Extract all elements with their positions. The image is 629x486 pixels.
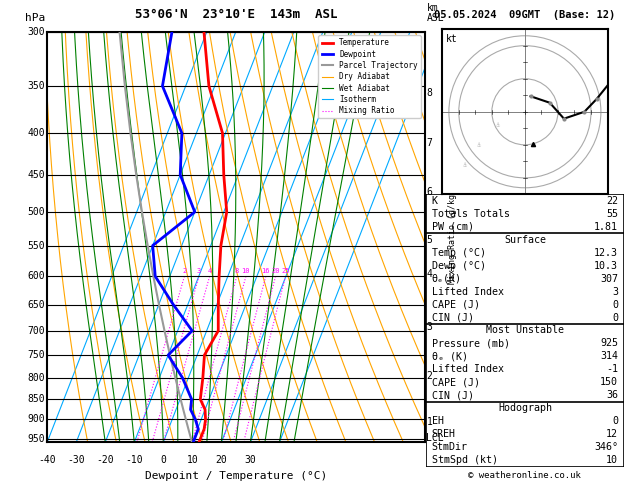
Text: K: K xyxy=(431,196,438,206)
Text: 12.3: 12.3 xyxy=(594,248,618,258)
Text: 4: 4 xyxy=(208,268,212,274)
Text: 6: 6 xyxy=(426,187,432,197)
Text: 3: 3 xyxy=(197,268,201,274)
Text: 550: 550 xyxy=(28,241,45,251)
Text: EH: EH xyxy=(431,416,444,426)
Text: 5: 5 xyxy=(426,235,432,245)
Text: Pressure (mb): Pressure (mb) xyxy=(431,338,509,348)
Text: CAPE (J): CAPE (J) xyxy=(431,377,480,387)
Text: -20: -20 xyxy=(96,454,114,465)
Text: Mixing Ratio (g/kg): Mixing Ratio (g/kg) xyxy=(448,190,457,284)
Text: 650: 650 xyxy=(28,299,45,310)
Text: 950: 950 xyxy=(28,434,45,444)
Text: 750: 750 xyxy=(28,350,45,360)
Text: 10: 10 xyxy=(242,268,250,274)
Text: 600: 600 xyxy=(28,271,45,281)
Text: hPa: hPa xyxy=(25,14,45,23)
Text: 350: 350 xyxy=(28,81,45,91)
Text: 900: 900 xyxy=(28,415,45,424)
Text: CAPE (J): CAPE (J) xyxy=(431,299,480,310)
Text: 16: 16 xyxy=(262,268,270,274)
Text: -30: -30 xyxy=(67,454,85,465)
Text: 05.05.2024  09GMT  (Base: 12): 05.05.2024 09GMT (Base: 12) xyxy=(434,10,616,20)
Text: CIN (J): CIN (J) xyxy=(431,390,474,400)
Text: SREH: SREH xyxy=(431,429,456,439)
Text: 10: 10 xyxy=(606,455,618,465)
Text: 7: 7 xyxy=(426,138,432,148)
Text: 4: 4 xyxy=(426,269,432,279)
Text: 0: 0 xyxy=(612,299,618,310)
Text: 10: 10 xyxy=(186,454,198,465)
Text: Dewpoint / Temperature (°C): Dewpoint / Temperature (°C) xyxy=(145,471,327,481)
Text: 8: 8 xyxy=(426,88,432,98)
Text: © weatheronline.co.uk: © weatheronline.co.uk xyxy=(469,471,581,480)
Legend: Temperature, Dewpoint, Parcel Trajectory, Dry Adiabat, Wet Adiabat, Isotherm, Mi: Temperature, Dewpoint, Parcel Trajectory… xyxy=(318,35,421,118)
Text: 55: 55 xyxy=(606,209,618,219)
Text: StmDir: StmDir xyxy=(431,442,468,452)
Text: Lifted Index: Lifted Index xyxy=(431,287,504,296)
Text: 8: 8 xyxy=(235,268,239,274)
Text: PW (cm): PW (cm) xyxy=(431,222,474,232)
Text: 3: 3 xyxy=(426,322,432,332)
Text: -1: -1 xyxy=(606,364,618,374)
Text: 3: 3 xyxy=(612,287,618,296)
Text: 314: 314 xyxy=(600,351,618,362)
Text: 20: 20 xyxy=(271,268,280,274)
Text: 1: 1 xyxy=(426,417,432,427)
Text: 307: 307 xyxy=(600,274,618,284)
Text: -40: -40 xyxy=(38,454,56,465)
Text: 12: 12 xyxy=(606,429,618,439)
Text: 36: 36 xyxy=(606,390,618,400)
Text: Dewp (°C): Dewp (°C) xyxy=(431,260,486,271)
Text: 30: 30 xyxy=(245,454,256,465)
Text: 850: 850 xyxy=(28,394,45,404)
Text: 500: 500 xyxy=(28,207,45,217)
Text: Totals Totals: Totals Totals xyxy=(431,209,509,219)
Text: Hodograph: Hodograph xyxy=(498,403,552,413)
Text: 925: 925 xyxy=(600,338,618,348)
Text: Lifted Index: Lifted Index xyxy=(431,364,504,374)
Text: 10.3: 10.3 xyxy=(594,260,618,271)
Text: 300: 300 xyxy=(28,27,45,36)
Text: 400: 400 xyxy=(28,128,45,138)
Text: km
ASL: km ASL xyxy=(426,3,444,23)
Text: 0: 0 xyxy=(612,312,618,323)
Text: Most Unstable: Most Unstable xyxy=(486,326,564,335)
Text: 22: 22 xyxy=(606,196,618,206)
Text: -10: -10 xyxy=(125,454,143,465)
Text: 53°06'N  23°10'E  143m  ASL: 53°06'N 23°10'E 143m ASL xyxy=(135,8,337,21)
Text: 150: 150 xyxy=(600,377,618,387)
Text: ⚓: ⚓ xyxy=(496,122,501,128)
Text: 2: 2 xyxy=(426,371,432,381)
Text: θₑ(K): θₑ(K) xyxy=(431,274,462,284)
Text: 800: 800 xyxy=(28,373,45,383)
Text: 20: 20 xyxy=(216,454,227,465)
Text: 1.81: 1.81 xyxy=(594,222,618,232)
Text: StmSpd (kt): StmSpd (kt) xyxy=(431,455,498,465)
Text: ⚓: ⚓ xyxy=(464,162,467,168)
Text: 700: 700 xyxy=(28,326,45,336)
Text: θₑ (K): θₑ (K) xyxy=(431,351,468,362)
Text: Surface: Surface xyxy=(504,235,546,245)
Text: 450: 450 xyxy=(28,170,45,180)
Text: Temp (°C): Temp (°C) xyxy=(431,248,486,258)
Text: LCL: LCL xyxy=(426,433,444,443)
Text: CIN (J): CIN (J) xyxy=(431,312,474,323)
Text: 0: 0 xyxy=(160,454,166,465)
Text: kt: kt xyxy=(445,34,457,44)
Text: ⚓: ⚓ xyxy=(477,142,481,148)
Text: 2: 2 xyxy=(182,268,187,274)
Text: 0: 0 xyxy=(612,416,618,426)
Text: 25: 25 xyxy=(281,268,290,274)
Text: 346°: 346° xyxy=(594,442,618,452)
